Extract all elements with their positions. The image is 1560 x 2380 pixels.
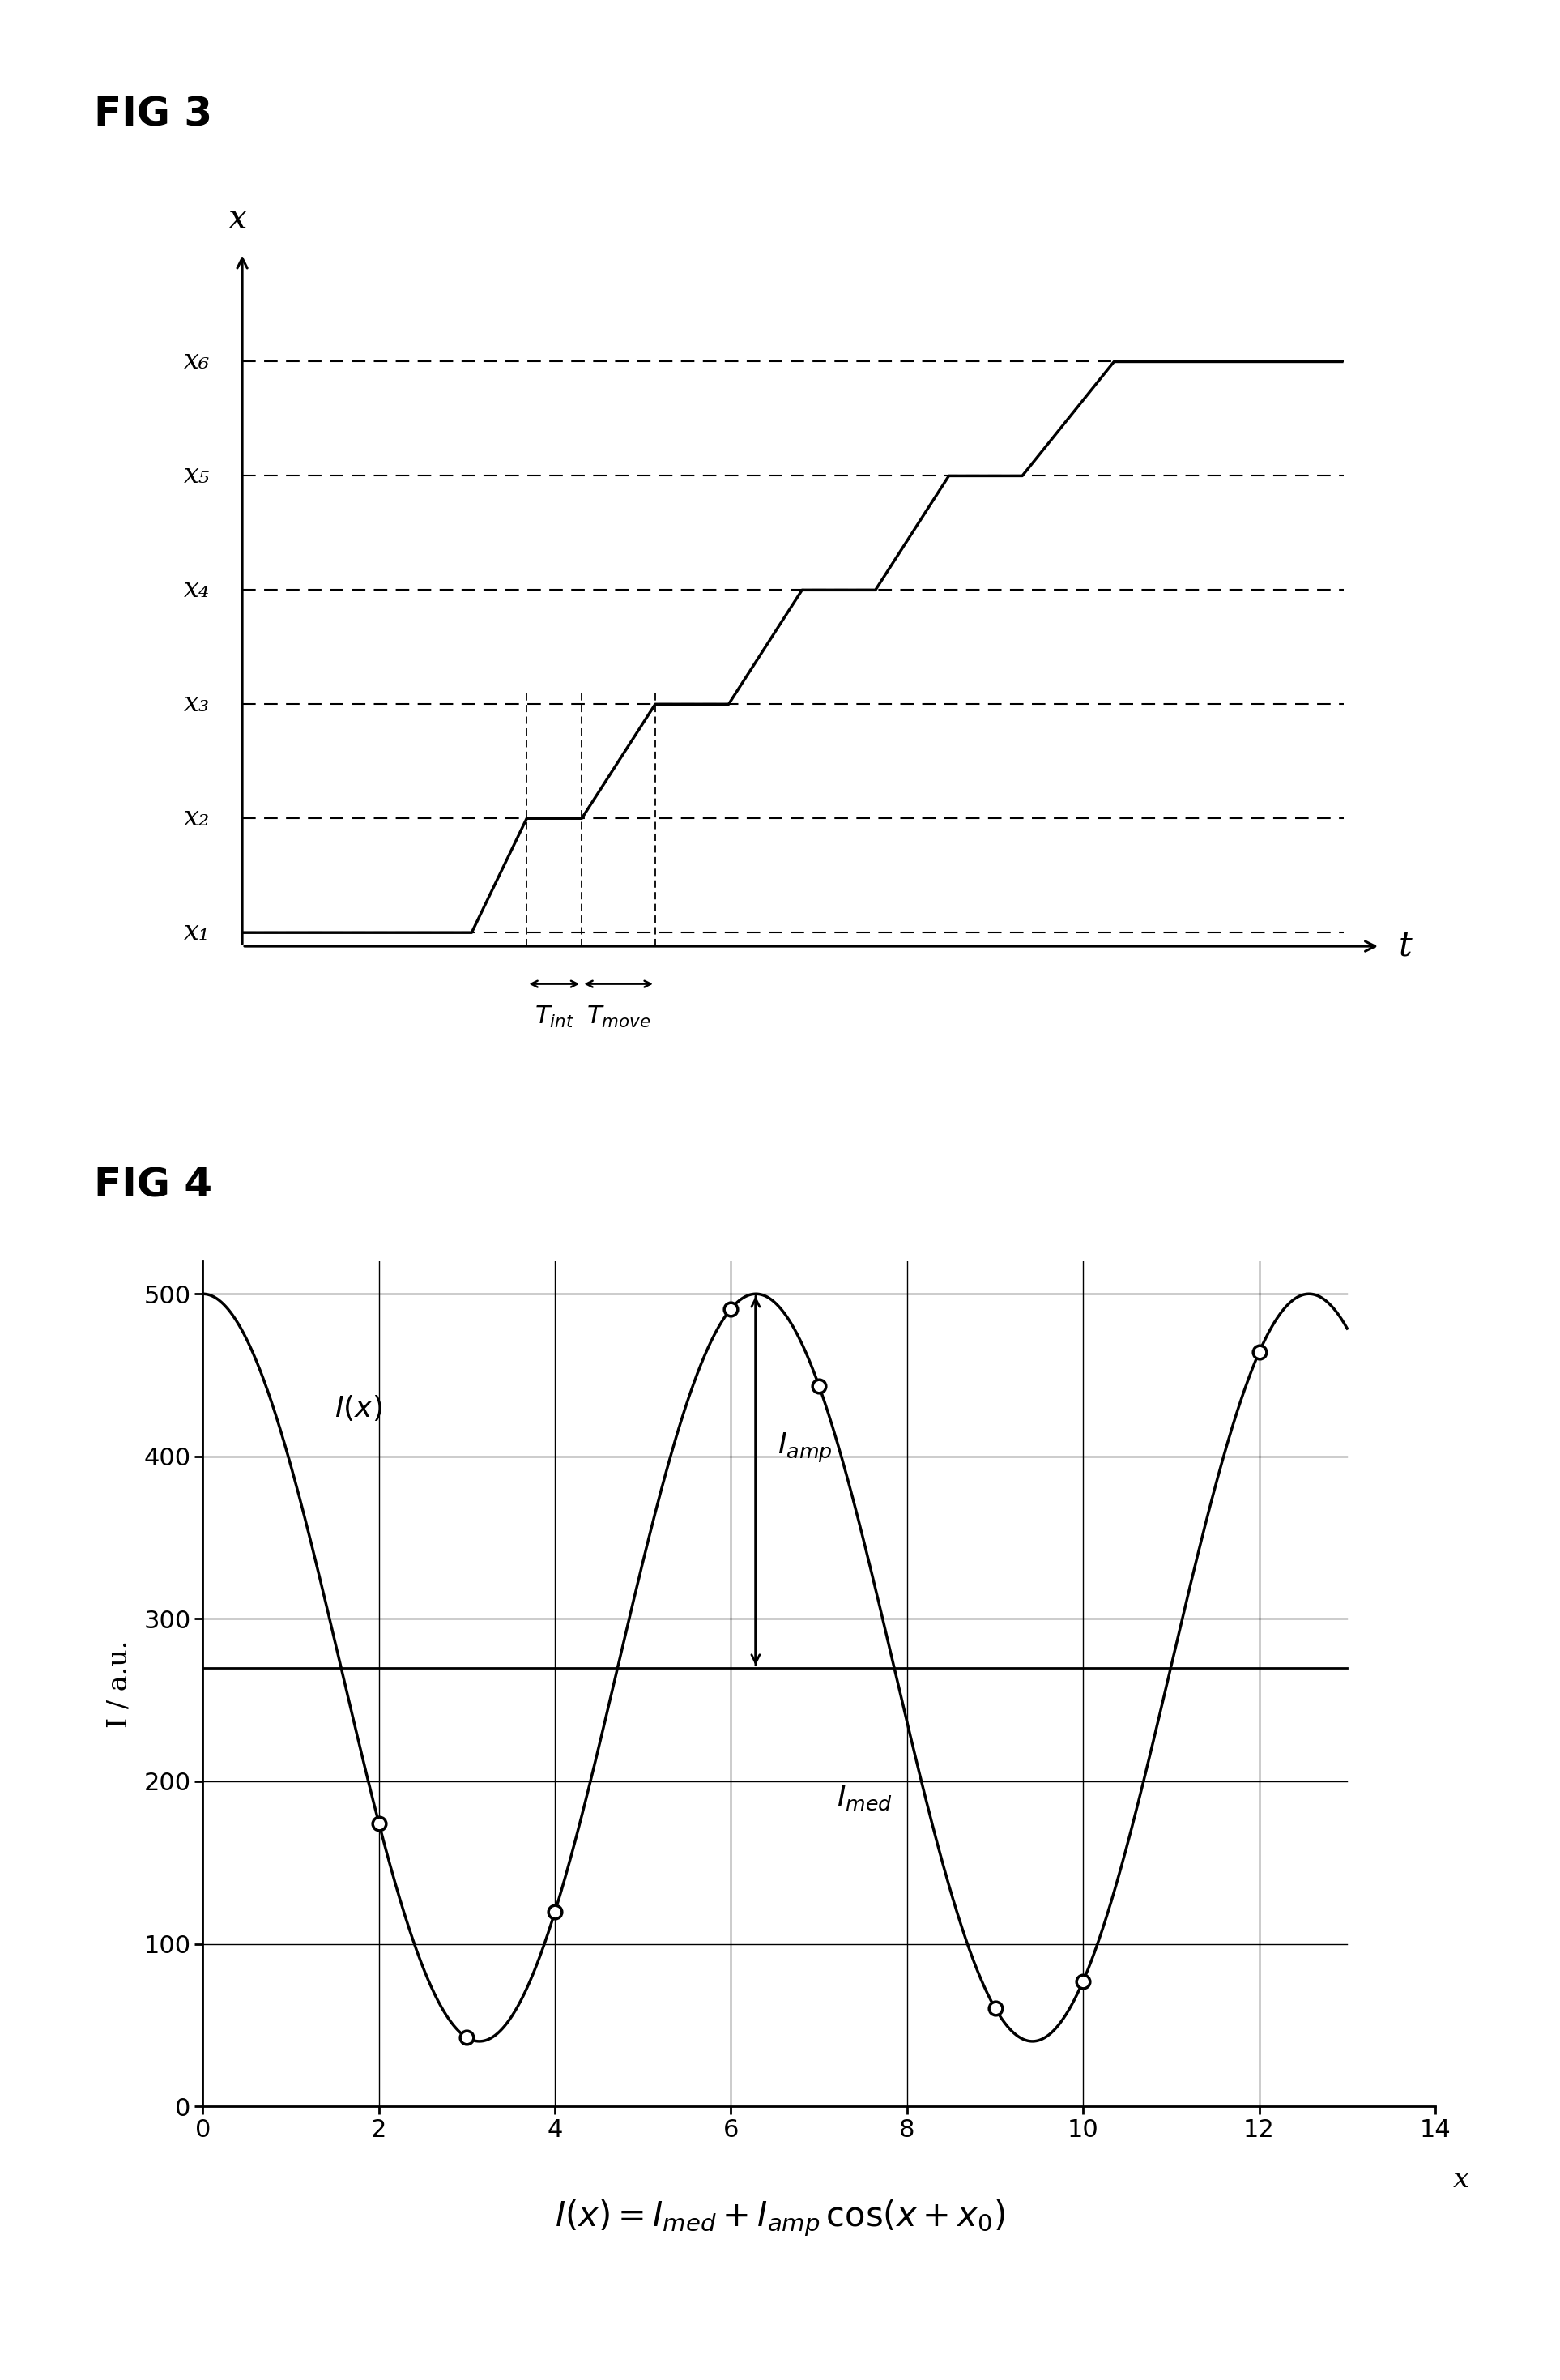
Text: t: t	[1398, 928, 1412, 964]
Text: x₃: x₃	[184, 690, 211, 716]
Text: $T_{move}$: $T_{move}$	[587, 1004, 651, 1031]
Text: $I(x)$: $I(x)$	[335, 1392, 382, 1423]
Text: FIG 3: FIG 3	[94, 95, 212, 133]
Y-axis label: I / a.u.: I / a.u.	[106, 1640, 133, 1728]
Text: $T_{int}$: $T_{int}$	[535, 1004, 574, 1031]
Text: FIG 4: FIG 4	[94, 1166, 212, 1204]
Text: $I(x) = I_{med} + I_{amp}\,\cos(x + x_0)$: $I(x) = I_{med} + I_{amp}\,\cos(x + x_0)…	[555, 2199, 1005, 2237]
Text: x₄: x₄	[184, 576, 211, 602]
Text: $I_{amp}$: $I_{amp}$	[777, 1433, 833, 1466]
Text: x₆: x₆	[184, 350, 211, 374]
Text: x₂: x₂	[184, 804, 211, 831]
Text: $I_{med}$: $I_{med}$	[836, 1783, 892, 1811]
Text: x: x	[228, 202, 246, 236]
Text: x₅: x₅	[184, 462, 211, 488]
Text: x₁: x₁	[184, 919, 211, 945]
Text: x: x	[1454, 2166, 1470, 2194]
